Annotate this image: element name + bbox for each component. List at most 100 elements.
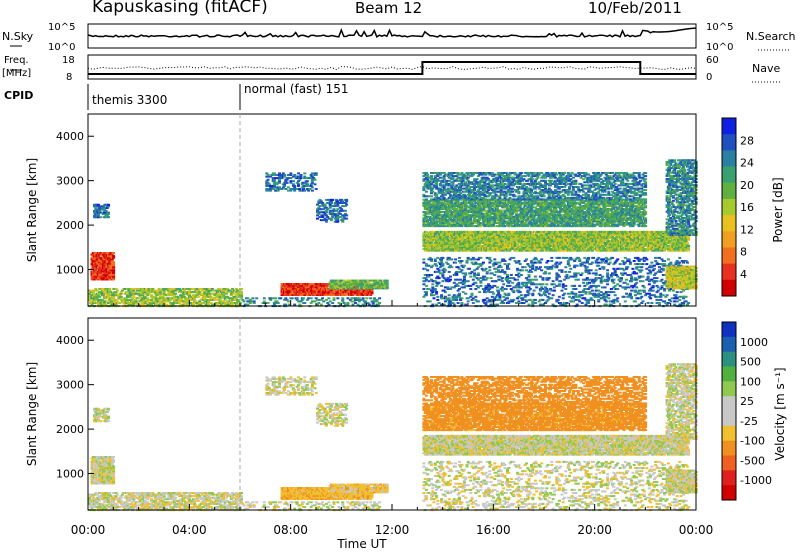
power-cell xyxy=(366,279,370,282)
power-cell xyxy=(331,211,335,214)
power-cell xyxy=(199,302,203,304)
power-cell xyxy=(307,189,311,192)
power-cell xyxy=(272,183,276,186)
power-cell xyxy=(556,244,560,247)
power-cell xyxy=(461,241,465,244)
power-cell xyxy=(445,243,449,246)
power-cell xyxy=(310,186,314,189)
power-cell xyxy=(276,189,280,192)
power-cell xyxy=(494,244,498,247)
power-cell xyxy=(580,230,584,233)
power-cell xyxy=(101,303,105,306)
power-cell xyxy=(530,234,534,236)
power-cell xyxy=(335,279,338,282)
power-cell xyxy=(142,303,146,306)
power-cell xyxy=(188,294,192,297)
power-cell xyxy=(536,230,540,233)
power-cell xyxy=(460,232,464,235)
power-cell xyxy=(275,183,279,186)
power-cell xyxy=(218,288,222,290)
power-cell xyxy=(383,285,387,288)
power-cell xyxy=(502,246,506,249)
power-cell xyxy=(590,249,594,252)
power-cell xyxy=(364,303,368,306)
power-cell xyxy=(460,243,464,246)
power-cell xyxy=(196,295,200,298)
power-cell xyxy=(589,244,593,247)
power-cell xyxy=(583,248,587,250)
power-cell xyxy=(332,298,336,301)
power-cell xyxy=(170,302,174,304)
power-cell xyxy=(364,282,368,285)
power-cell xyxy=(96,278,100,281)
power-cell xyxy=(289,292,293,295)
freq-tick-top: 18 xyxy=(62,55,75,66)
power-cell xyxy=(218,298,222,301)
power-cell xyxy=(269,189,273,192)
power-cell xyxy=(226,302,230,304)
power-cell xyxy=(95,208,99,211)
power-cell xyxy=(285,298,289,301)
power-cell xyxy=(357,290,361,293)
power-cell xyxy=(574,230,578,233)
power-cell xyxy=(90,294,94,297)
power-cell xyxy=(511,241,515,244)
power-cell xyxy=(290,297,294,300)
power-cell xyxy=(685,241,689,244)
power-cell xyxy=(143,292,147,295)
power-cell xyxy=(122,300,126,303)
power-cell xyxy=(223,303,227,306)
power-cell xyxy=(554,241,558,244)
power-cell xyxy=(336,203,340,206)
power-cell xyxy=(531,232,535,235)
power-cell xyxy=(369,294,373,296)
power-cell xyxy=(379,287,383,290)
power-cell xyxy=(297,286,300,289)
power-cell xyxy=(94,211,98,214)
power-cell xyxy=(503,232,507,235)
power-cell xyxy=(324,294,328,296)
power-cell xyxy=(310,178,314,181)
power-cell xyxy=(98,295,102,298)
power-cell xyxy=(365,297,369,300)
power-cell xyxy=(449,249,452,252)
power-cell xyxy=(329,217,333,220)
power-cell xyxy=(204,300,208,303)
power-cell xyxy=(215,298,219,301)
power-cell xyxy=(118,294,122,297)
power-cell xyxy=(233,298,237,301)
power-cell xyxy=(96,216,100,219)
power-cell xyxy=(341,297,345,300)
power-cell xyxy=(341,205,345,208)
power-cell xyxy=(139,303,143,306)
power-cell xyxy=(309,184,313,187)
power-cell xyxy=(141,288,145,290)
power-cell xyxy=(177,302,181,304)
power-cell xyxy=(181,303,185,306)
power-cell xyxy=(341,217,345,220)
power-cell xyxy=(158,294,162,297)
power-cell xyxy=(537,238,541,241)
power-cell xyxy=(343,202,347,204)
power-cell xyxy=(343,303,347,306)
power-cell xyxy=(300,183,304,186)
power-cell xyxy=(341,219,345,222)
power-cell xyxy=(165,303,169,306)
power-cell xyxy=(95,261,99,264)
power-cell xyxy=(198,291,202,294)
power-cell xyxy=(532,244,536,247)
power-cell xyxy=(592,232,596,235)
power-cell xyxy=(109,302,113,304)
power-cell xyxy=(108,267,112,270)
power-cell xyxy=(322,300,326,303)
power-cell xyxy=(475,234,479,236)
power-cell xyxy=(169,298,173,301)
power-cell xyxy=(231,302,235,304)
power-cell xyxy=(585,241,589,244)
power-cell xyxy=(442,249,446,252)
power-cell xyxy=(502,235,506,238)
power-cell xyxy=(101,264,105,267)
power-cell xyxy=(356,282,360,285)
power-cell xyxy=(331,205,335,208)
power-cell xyxy=(552,235,556,238)
